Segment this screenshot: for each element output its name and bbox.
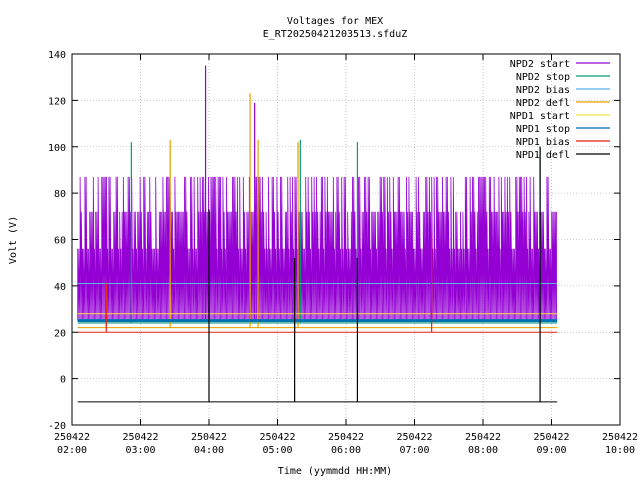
x-tick-date-label: 250422	[191, 432, 227, 443]
x-tick-time-label: 03:00	[125, 445, 155, 456]
legend-label: NPD1 start	[510, 111, 570, 122]
x-tick-date-label: 250422	[396, 432, 432, 443]
legend-label: NPD1 defl	[516, 150, 570, 161]
y-tick-label: 20	[54, 328, 66, 339]
legend-label: NPD2 start	[510, 59, 570, 70]
plot-area	[77, 65, 558, 403]
y-axis-label: Volt (V)	[8, 216, 19, 264]
y-tick-label: 120	[48, 96, 66, 107]
legend-label: NPD2 defl	[516, 98, 570, 109]
x-tick-date-label: 250422	[122, 432, 158, 443]
x-tick-time-label: 06:00	[331, 445, 361, 456]
legend-label: NPD1 stop	[516, 124, 570, 135]
legend-label: NPD2 stop	[516, 72, 570, 83]
x-tick-time-label: 04:00	[194, 445, 224, 456]
series-npd2-stop	[77, 139, 558, 324]
x-tick-date-label: 250422	[259, 432, 295, 443]
x-tick-time-label: 05:00	[262, 445, 292, 456]
chart-subtitle: E_RT20250421203513.sfduZ	[263, 29, 408, 40]
x-axis-label: Time (yymmdd HH:MM)	[278, 466, 392, 477]
chart-title: Voltages for MEX	[287, 16, 383, 27]
x-axis-ticks: 250422 02:00 250422 03:00 250422 04:00 250422 0…	[54, 54, 638, 456]
legend: NPD2 start NPD2 stop NPD2 bias NPD2 defl NPD…	[510, 59, 610, 161]
series-line	[77, 176, 557, 321]
x-tick-time-label: 09:00	[536, 445, 566, 456]
x-tick-time-label: 10:00	[605, 445, 635, 456]
x-tick-date-label: 250422	[54, 432, 90, 443]
x-tick-date-label: 250422	[465, 432, 501, 443]
x-tick-time-label: 02:00	[57, 445, 87, 456]
y-tick-label: 100	[48, 143, 66, 154]
x-tick-date-label: 250422	[328, 432, 364, 443]
legend-label: NPD1 bias	[516, 137, 570, 148]
y-tick-label: 140	[48, 50, 66, 61]
x-tick-date-label: 250422	[533, 432, 569, 443]
y-tick-label: 0	[60, 375, 66, 386]
legend-label: NPD2 bias	[516, 85, 570, 96]
series-npd1-defl	[77, 146, 558, 403]
y-tick-label: 40	[54, 282, 66, 293]
x-tick-time-label: 08:00	[468, 445, 498, 456]
x-tick-date-label: 250422	[602, 432, 638, 443]
series-npd2-start	[77, 65, 557, 321]
y-axis-ticks: -20 0 20 40 60 80 100 120 140	[48, 50, 620, 432]
y-tick-label: 60	[54, 236, 66, 247]
y-tick-label: 80	[54, 189, 66, 200]
x-tick-time-label: 07:00	[399, 445, 429, 456]
y-tick-label: -20	[48, 421, 66, 432]
